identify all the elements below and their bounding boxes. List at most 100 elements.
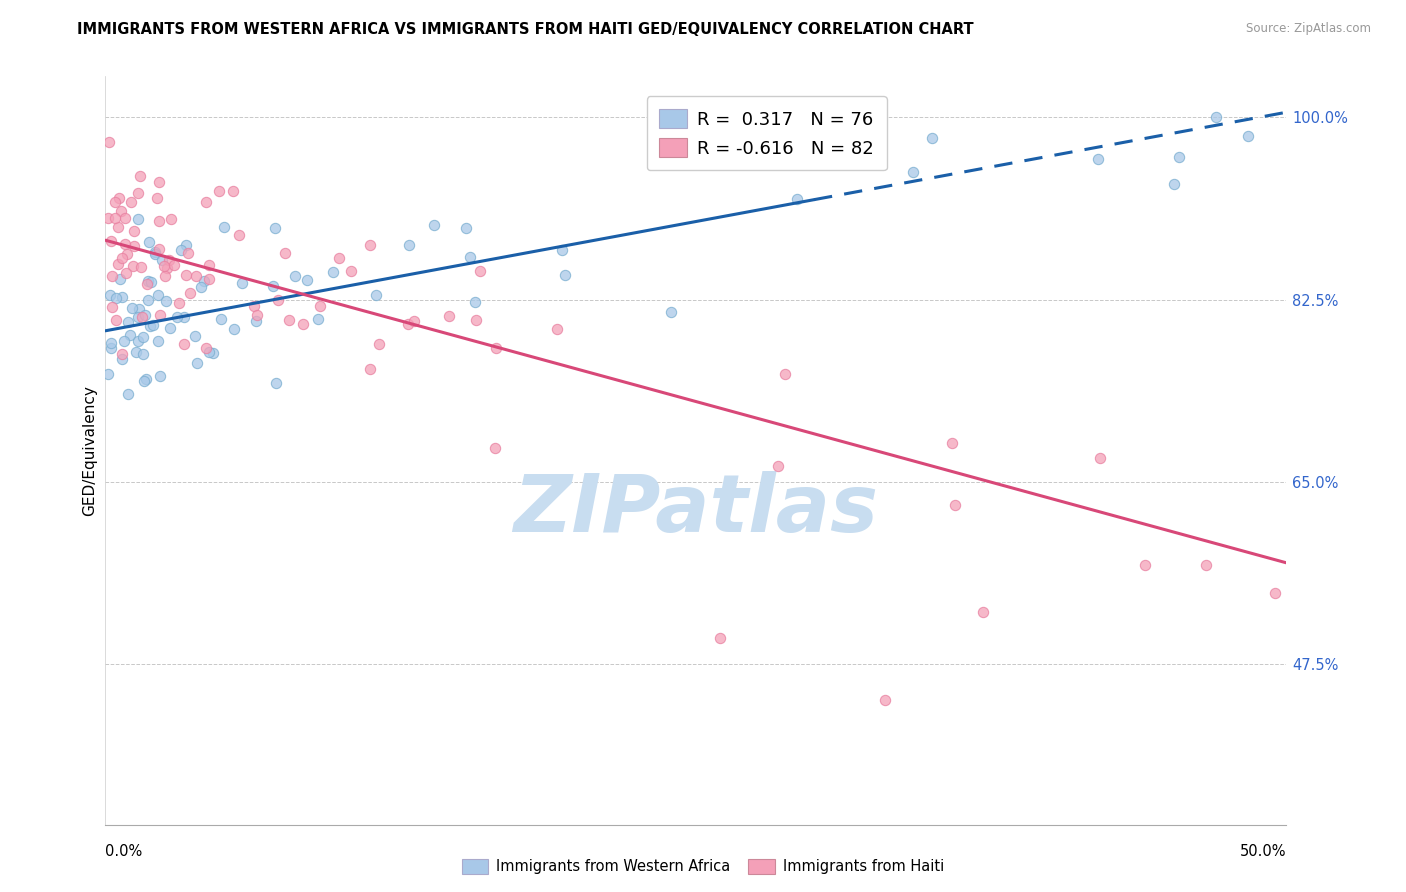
Text: IMMIGRANTS FROM WESTERN AFRICA VS IMMIGRANTS FROM HAITI GED/EQUIVALENCY CORRELAT: IMMIGRANTS FROM WESTERN AFRICA VS IMMIGR… [77, 22, 974, 37]
Point [127, 186, 149, 201]
Point [242, 299, 264, 313]
Point [101, 300, 124, 314]
Point [118, 328, 141, 343]
Point [114, 211, 136, 226]
Point [194, 341, 217, 355]
Point [104, 291, 127, 305]
Point [138, 235, 160, 250]
Point [278, 313, 301, 327]
Point [139, 319, 162, 334]
Point [129, 169, 152, 183]
Point [100, 336, 122, 351]
Point [104, 194, 127, 209]
Point [775, 368, 797, 382]
Point [295, 273, 318, 287]
Text: 0.0%: 0.0% [105, 844, 142, 859]
Point [709, 631, 731, 645]
Legend: Immigrants from Western Africa, Immigrants from Haiti: Immigrants from Western Africa, Immigran… [456, 853, 950, 880]
Point [149, 368, 172, 383]
Point [1264, 586, 1286, 600]
Point [659, 305, 682, 319]
Text: ZIPatlas: ZIPatlas [513, 471, 879, 549]
Y-axis label: GED/Equivalency: GED/Equivalency [82, 385, 97, 516]
Point [111, 290, 134, 304]
Point [122, 224, 145, 238]
Point [167, 295, 190, 310]
Point [1163, 177, 1185, 191]
Point [972, 605, 994, 619]
Point [307, 312, 329, 326]
Point [121, 301, 143, 316]
Point [212, 219, 235, 234]
Point [402, 314, 425, 328]
Point [291, 317, 314, 331]
Point [177, 245, 200, 260]
Point [153, 259, 176, 273]
Point [111, 251, 134, 265]
Point [117, 315, 139, 329]
Point [468, 264, 491, 278]
Point [97, 367, 120, 381]
Point [1236, 129, 1258, 144]
Point [554, 268, 576, 282]
Point [111, 346, 134, 360]
Point [1205, 111, 1227, 125]
Text: 50.0%: 50.0% [1240, 844, 1286, 859]
Point [458, 250, 481, 264]
Point [186, 268, 208, 283]
Point [163, 258, 186, 272]
Point [107, 220, 129, 235]
Point [166, 310, 188, 324]
Point [146, 288, 169, 302]
Point [142, 318, 165, 332]
Point [262, 278, 284, 293]
Point [107, 257, 129, 271]
Point [439, 310, 461, 324]
Point [157, 253, 180, 268]
Point [943, 498, 966, 512]
Point [111, 352, 134, 367]
Point [173, 310, 195, 324]
Point [131, 310, 153, 325]
Point [768, 458, 790, 473]
Point [97, 211, 120, 226]
Point [209, 312, 232, 326]
Point [193, 274, 215, 288]
Point [359, 238, 381, 252]
Point [1195, 558, 1218, 573]
Point [135, 372, 157, 386]
Point [128, 301, 150, 316]
Point [110, 203, 132, 218]
Point [98, 135, 121, 149]
Point [901, 164, 924, 178]
Point [100, 341, 122, 355]
Point [104, 211, 127, 225]
Point [359, 362, 381, 376]
Point [195, 195, 218, 210]
Point [1087, 152, 1109, 166]
Point [198, 271, 221, 285]
Point [115, 247, 138, 261]
Point [129, 260, 152, 274]
Point [114, 237, 136, 252]
Point [108, 271, 131, 285]
Point [141, 275, 163, 289]
Point [148, 214, 170, 228]
Point [1088, 451, 1111, 466]
Point [159, 321, 181, 335]
Point [108, 190, 131, 204]
Point [485, 341, 508, 355]
Point [364, 287, 387, 301]
Point [173, 337, 195, 351]
Point [122, 239, 145, 253]
Point [112, 334, 135, 349]
Point [264, 220, 287, 235]
Point [340, 264, 363, 278]
Point [284, 269, 307, 284]
Point [134, 375, 156, 389]
Point [398, 237, 420, 252]
Point [179, 286, 201, 301]
Point [174, 238, 197, 252]
Point [125, 344, 148, 359]
Point [160, 212, 183, 227]
